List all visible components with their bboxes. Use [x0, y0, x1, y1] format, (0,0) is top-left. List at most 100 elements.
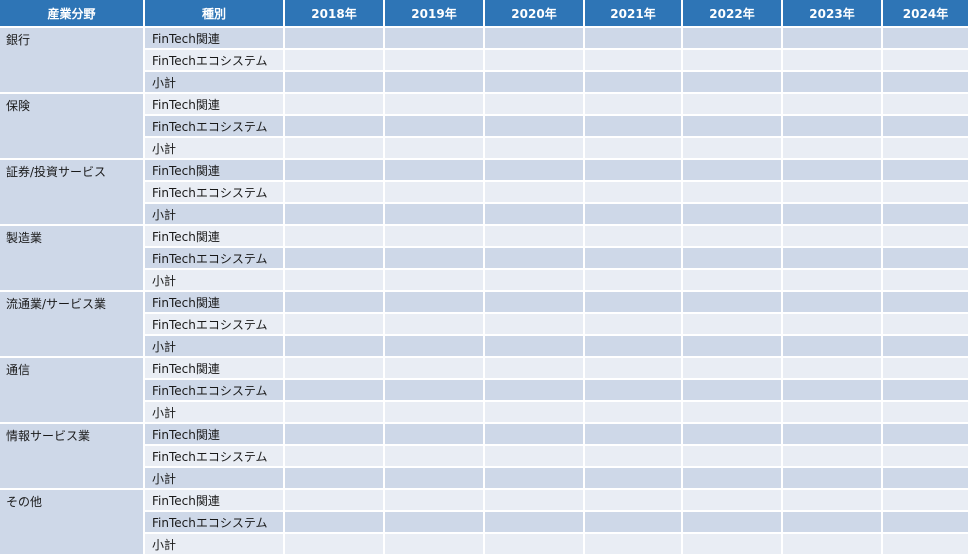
type-label: 小計	[145, 270, 285, 292]
type-label: FinTech関連	[145, 292, 285, 314]
type-label: 小計	[145, 402, 285, 424]
value-cell	[385, 292, 485, 314]
value-cell	[683, 226, 783, 248]
value-cell	[285, 512, 385, 534]
value-cell	[783, 402, 883, 424]
value-cell	[683, 424, 783, 446]
type-label: FinTech関連	[145, 160, 285, 182]
header-row: 産業分野 種別 2018年 2019年 2020年 2021年 2022年 20…	[0, 0, 970, 28]
value-cell	[783, 468, 883, 490]
value-cell	[683, 468, 783, 490]
sector-label: 銀行	[0, 28, 145, 94]
value-cell	[783, 116, 883, 138]
value-cell	[783, 248, 883, 270]
value-cell	[783, 28, 883, 50]
sector-label: 情報サービス業	[0, 424, 145, 490]
value-cell	[883, 138, 970, 160]
value-cell	[783, 534, 883, 556]
value-cell	[883, 402, 970, 424]
value-cell	[385, 94, 485, 116]
value-cell	[285, 72, 385, 94]
value-cell	[683, 358, 783, 380]
value-cell	[385, 72, 485, 94]
value-cell	[385, 182, 485, 204]
table-row: 小計	[0, 468, 970, 490]
value-cell	[883, 490, 970, 512]
value-cell	[783, 94, 883, 116]
value-cell	[385, 402, 485, 424]
type-label: FinTechエコシステム	[145, 512, 285, 534]
value-cell	[485, 358, 585, 380]
value-cell	[285, 468, 385, 490]
value-cell	[385, 204, 485, 226]
value-cell	[883, 534, 970, 556]
header-year-2023: 2023年	[783, 0, 883, 28]
value-cell	[485, 270, 585, 292]
value-cell	[285, 292, 385, 314]
value-cell	[585, 138, 683, 160]
table-row: 保険 FinTech関連	[0, 94, 970, 160]
table-row: 通信 FinTech関連	[0, 358, 970, 424]
value-cell	[585, 314, 683, 336]
table-row: FinTechエコシステム	[0, 446, 970, 468]
header-year-2021: 2021年	[585, 0, 683, 28]
value-cell	[285, 358, 385, 380]
value-cell	[683, 94, 783, 116]
value-cell	[285, 116, 385, 138]
value-cell	[683, 380, 783, 402]
value-cell	[385, 534, 485, 556]
value-cell	[485, 204, 585, 226]
value-cell	[783, 380, 883, 402]
value-cell	[585, 490, 683, 512]
value-cell	[783, 512, 883, 534]
value-cell	[683, 248, 783, 270]
header-year-2019: 2019年	[385, 0, 485, 28]
value-cell	[783, 490, 883, 512]
value-cell	[485, 94, 585, 116]
value-cell	[285, 270, 385, 292]
value-cell	[683, 270, 783, 292]
value-cell	[783, 226, 883, 248]
header-year-2018: 2018年	[285, 0, 385, 28]
value-cell	[385, 248, 485, 270]
value-cell	[783, 358, 883, 380]
value-cell	[883, 94, 970, 116]
value-cell	[683, 336, 783, 358]
type-label: 小計	[145, 336, 285, 358]
value-cell	[783, 50, 883, 72]
value-cell	[585, 160, 683, 182]
value-cell	[585, 182, 683, 204]
value-cell	[285, 94, 385, 116]
value-cell	[385, 116, 485, 138]
value-cell	[783, 336, 883, 358]
value-cell	[683, 182, 783, 204]
value-cell	[783, 292, 883, 314]
value-cell	[385, 50, 485, 72]
value-cell	[585, 446, 683, 468]
value-cell	[883, 424, 970, 446]
value-cell	[883, 248, 970, 270]
value-cell	[683, 402, 783, 424]
value-cell	[585, 248, 683, 270]
table-row: FinTechエコシステム	[0, 116, 970, 138]
value-cell	[485, 336, 585, 358]
value-cell	[883, 512, 970, 534]
value-cell	[485, 138, 585, 160]
value-cell	[783, 424, 883, 446]
value-cell	[485, 72, 585, 94]
value-cell	[585, 468, 683, 490]
table-row: FinTechエコシステム	[0, 512, 970, 534]
value-cell	[485, 292, 585, 314]
value-cell	[385, 226, 485, 248]
value-cell	[883, 336, 970, 358]
value-cell	[385, 138, 485, 160]
value-cell	[485, 160, 585, 182]
table-row: その他 FinTech関連	[0, 490, 970, 556]
value-cell	[485, 468, 585, 490]
value-cell	[883, 28, 970, 50]
value-cell	[883, 50, 970, 72]
value-cell	[485, 314, 585, 336]
value-cell	[883, 358, 970, 380]
value-cell	[485, 490, 585, 512]
value-cell	[783, 182, 883, 204]
